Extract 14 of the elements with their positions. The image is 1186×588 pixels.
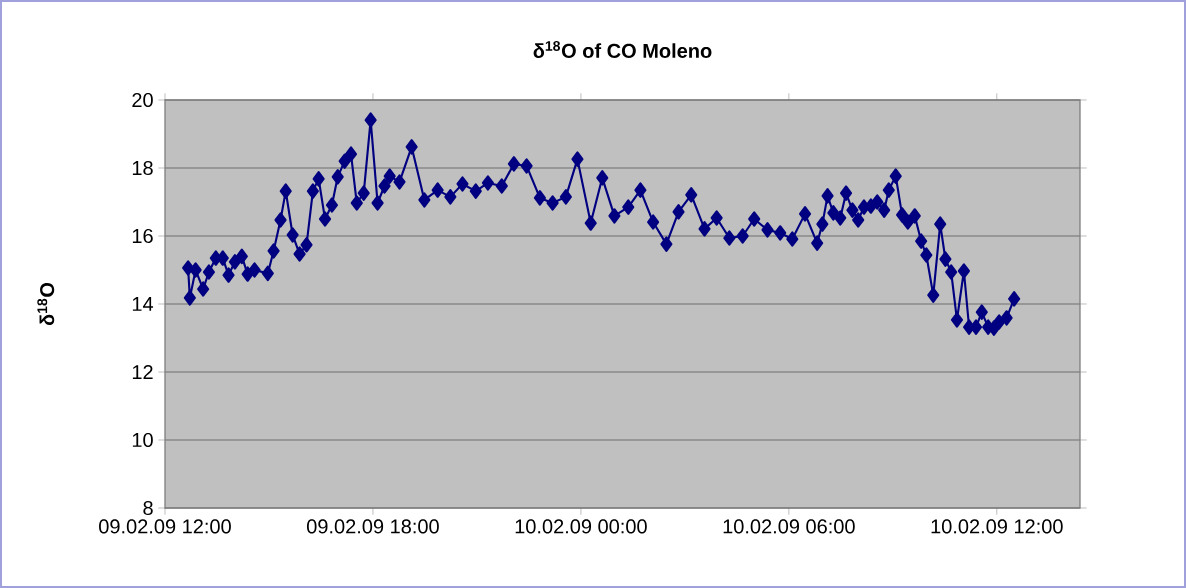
y-tick-label: 14 — [132, 297, 154, 311]
y-tick-label: 10 — [132, 432, 153, 448]
y-tick-label: 12 — [132, 365, 153, 379]
y-tick-label: 20 — [132, 92, 153, 108]
y-tick-label: 18 — [132, 160, 153, 176]
x-tick-label: 10.02.09 06:00 — [723, 519, 855, 534]
x-tick-label: 09.02.09 12:00 — [99, 519, 231, 534]
x-tick-label: 09.02.09 18:00 — [307, 519, 439, 534]
x-tick-label: 10.02.09 00:00 — [515, 519, 647, 534]
y-tick-label: 8 — [143, 500, 153, 516]
y-axis-title: δ$^{18}$O — [37, 282, 55, 326]
x-tick-label: 10.02.09 12:00 — [931, 519, 1063, 534]
y-tick-label: 16 — [132, 228, 153, 244]
chart-title: δ$^{18}$O of CO Moleno — [533, 41, 712, 58]
